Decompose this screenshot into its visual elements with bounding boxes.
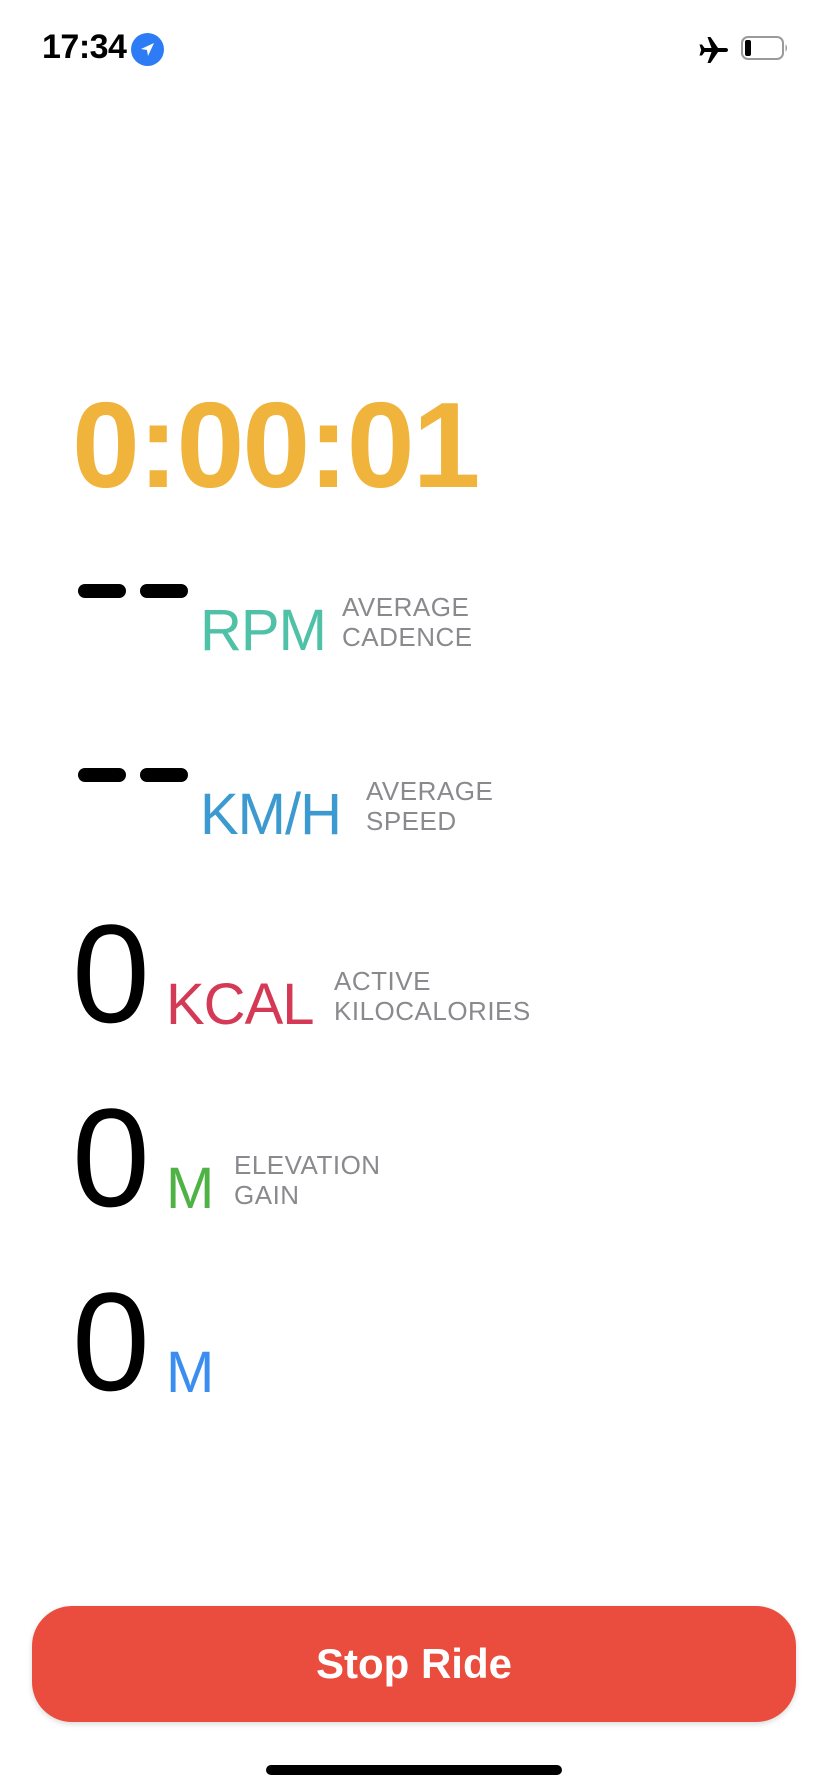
cadence-label: AVERAGE CADENCE [342,592,473,652]
elevation-label-line2: GAIN [234,1180,300,1210]
elevation-unit: M [166,1156,214,1221]
cadence-label-line2: CADENCE [342,622,473,652]
elevation-value: 0 [72,1079,150,1236]
kcal-value: 0 [72,895,150,1052]
distance-value: 0 [72,1263,150,1420]
speed-label: AVERAGE SPEED [366,776,493,836]
stop-ride-button[interactable]: Stop Ride [32,1606,796,1722]
cadence-value-placeholder [78,584,188,598]
kcal-label-line1: ACTIVE [334,966,431,996]
battery-icon [741,36,789,62]
elapsed-time: 0:00:01 [72,377,481,513]
kcal-label-line2: KILOCALORIES [334,996,531,1026]
home-indicator[interactable] [266,1765,562,1775]
speed-label-line2: SPEED [366,806,457,836]
kcal-label: ACTIVE KILOCALORIES [334,966,531,1026]
speed-value-placeholder [78,768,188,782]
distance-unit: M [166,1340,214,1405]
status-time: 17:34 [42,28,127,66]
cadence-label-line1: AVERAGE [342,592,470,622]
elevation-label-line1: ELEVATION [234,1150,381,1180]
kcal-unit: KCAL [166,972,315,1037]
cadence-unit: RPM [200,598,327,663]
elevation-label: ELEVATION GAIN [234,1150,381,1210]
location-icon [131,33,164,66]
status-bar: 17:34 [0,0,828,100]
airplane-icon [697,33,731,67]
speed-unit: KM/H [200,782,342,847]
speed-label-line1: AVERAGE [366,776,494,806]
